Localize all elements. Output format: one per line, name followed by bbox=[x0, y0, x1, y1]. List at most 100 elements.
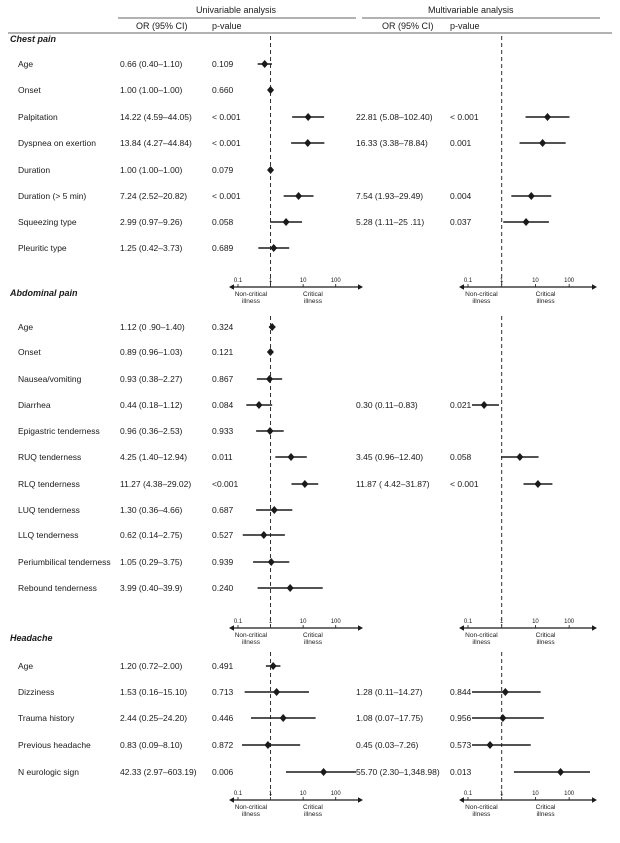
univariable-p-value: 0.121 bbox=[212, 347, 234, 357]
multivariable-p-value: 0.573 bbox=[450, 740, 472, 750]
multivariable-or-ci: 1.08 (0.07–17.75) bbox=[356, 713, 423, 723]
multivariable-tick-label: 100 bbox=[564, 278, 575, 284]
multivariable-tick-label: 1 bbox=[500, 619, 504, 625]
univariable-p-value: 0.446 bbox=[212, 713, 234, 723]
multivariable-p-value: 0.844 bbox=[450, 687, 472, 697]
row-label: Pleuritic type bbox=[18, 243, 67, 253]
univariable-or-ci: 1.00 (1.00–1.00) bbox=[120, 165, 183, 175]
univariable-p-value: 0.109 bbox=[212, 59, 234, 69]
multivariable-p-value: 0.001 bbox=[450, 138, 472, 148]
multivariable-p-value: 0.956 bbox=[450, 713, 472, 723]
multivariable-or-marker bbox=[499, 714, 507, 722]
multivariable-p-value: 0.058 bbox=[450, 452, 472, 462]
univariable-or-marker bbox=[261, 60, 269, 68]
univariable-or-ci: 0.66 (0.40–1.10) bbox=[120, 59, 183, 69]
multivariable-left-label: illness bbox=[472, 639, 491, 646]
multivariable-tick-label: 10 bbox=[532, 791, 539, 797]
multivariable-left-label: illness bbox=[472, 298, 491, 305]
row-label: Previous headache bbox=[18, 740, 91, 750]
univariable-or-marker bbox=[266, 427, 274, 435]
row-label: LLQ tenderness bbox=[18, 530, 78, 540]
univariable-or-ci: 1.25 (0.42–3.73) bbox=[120, 243, 183, 253]
row-label: Trauma history bbox=[18, 713, 75, 723]
univariable-tick-label: 10 bbox=[300, 278, 307, 284]
univariable-left-label: Non-critical bbox=[235, 632, 268, 639]
multivariable-right-label: illness bbox=[537, 639, 556, 646]
multivariable-tick-label: 100 bbox=[564, 619, 575, 625]
univariable-or-ci: 2.44 (0.25–24.20) bbox=[120, 713, 187, 723]
row-label: Age bbox=[18, 322, 33, 332]
row-label: Dyspnea on exertion bbox=[18, 138, 96, 148]
univariable-or-ci: 1.12 (0 .90–1.40) bbox=[120, 322, 185, 332]
univariable-or-marker bbox=[269, 662, 277, 670]
univariable-right-label: illness bbox=[304, 811, 323, 818]
univariable-p-value: 0.006 bbox=[212, 767, 234, 777]
univariable-p-value: 0.324 bbox=[212, 322, 234, 332]
row-label: Periumbilical tenderness bbox=[18, 557, 111, 567]
univariable-or-ci: 1.30 (0.36–4.66) bbox=[120, 505, 183, 515]
multivariable-or-marker bbox=[480, 401, 488, 409]
univariable-or-ci: 0.44 (0.18–1.12) bbox=[120, 400, 183, 410]
univariable-or-marker bbox=[287, 453, 295, 461]
univariable-or-ci: 42.33 (2.97–603.19) bbox=[120, 767, 197, 777]
univariable-or-marker bbox=[267, 166, 275, 174]
multivariable-or-ci: 1.28 (0.11–14.27) bbox=[356, 687, 423, 697]
row-label: RLQ tenderness bbox=[18, 479, 80, 489]
univariable-axis-left-arrow bbox=[229, 625, 234, 631]
multivariable-tick-label: 0.1 bbox=[464, 791, 473, 797]
univariable-left-label: illness bbox=[242, 298, 261, 305]
univariable-p-value: 0.058 bbox=[212, 217, 234, 227]
univariable-axis-left-arrow bbox=[229, 797, 234, 803]
multivariable-p-value: < 0.001 bbox=[450, 112, 479, 122]
univariable-or-marker bbox=[279, 714, 287, 722]
univariable-axis-left-arrow bbox=[229, 284, 234, 290]
section-title: Chest pain bbox=[10, 34, 57, 44]
univariable-p-value: 0.689 bbox=[212, 243, 234, 253]
univariable-tick-label: 1 bbox=[269, 791, 273, 797]
univariable-right-label: Critical bbox=[303, 804, 323, 811]
univariable-or-ci: 0.93 (0.38–2.27) bbox=[120, 374, 183, 384]
row-label: LUQ tenderness bbox=[18, 505, 80, 515]
univariable-or-ci: 0.62 (0.14–2.75) bbox=[120, 530, 183, 540]
univariable-p-value: 0.867 bbox=[212, 374, 234, 384]
multivariable-or-ci: 5.28 (1.11–25 .11) bbox=[356, 217, 424, 227]
univariable-or-ci: 11.27 (4.38–29.02) bbox=[120, 479, 191, 489]
univariable-or-ci: 1.20 (0.72–2.00) bbox=[120, 661, 183, 671]
univariable-tick-label: 0.1 bbox=[234, 278, 243, 284]
multivariable-or-marker bbox=[501, 688, 509, 696]
univariable-p-value: 0.084 bbox=[212, 400, 234, 410]
univariable-or-ci: 0.89 (0.96–1.03) bbox=[120, 347, 183, 357]
univariable-tick-label: 0.1 bbox=[234, 619, 243, 625]
multivariable-tick-label: 1 bbox=[500, 278, 504, 284]
univariable-right-label: Critical bbox=[303, 632, 323, 639]
row-label: Nausea/vomiting bbox=[18, 374, 82, 384]
univariable-p-value: 0.527 bbox=[212, 530, 234, 540]
univariable-p-value: 0.713 bbox=[212, 687, 234, 697]
multivariable-right-label: Critical bbox=[536, 291, 556, 298]
univariable-or-marker bbox=[267, 86, 275, 94]
univariable-or-marker bbox=[270, 506, 278, 514]
univariable-p-header: p-value bbox=[212, 21, 242, 31]
row-label: Rebound tenderness bbox=[18, 583, 97, 593]
multivariable-or-marker bbox=[557, 768, 565, 776]
univariable-or-marker bbox=[266, 348, 274, 356]
univariable-tick-label: 0.1 bbox=[234, 791, 243, 797]
univariable-or-ci: 1.05 (0.29–3.75) bbox=[120, 557, 183, 567]
multivariable-or-ci: 0.45 (0.03–7.26) bbox=[356, 740, 419, 750]
multivariable-right-label: Critical bbox=[536, 804, 556, 811]
row-label: Age bbox=[18, 59, 33, 69]
multivariable-left-label: illness bbox=[472, 811, 491, 818]
multivariable-p-value: 0.013 bbox=[450, 767, 472, 777]
multivariable-or-marker bbox=[534, 480, 542, 488]
multivariable-right-label: Critical bbox=[536, 632, 556, 639]
univariable-or-ci: 0.96 (0.36–2.53) bbox=[120, 426, 183, 436]
univariable-right-label: illness bbox=[304, 639, 323, 646]
univariable-or-ci: 1.00 (1.00–1.00) bbox=[120, 85, 183, 95]
multivariable-left-label: Non-critical bbox=[465, 291, 498, 298]
row-label: Squeezing type bbox=[18, 217, 77, 227]
multivariable-or-ci: 55.70 (2.30–1,348.98) bbox=[356, 767, 440, 777]
univariable-or-marker bbox=[266, 375, 274, 383]
multivariable-tick-label: 0.1 bbox=[464, 278, 473, 284]
row-label: Dizziness bbox=[18, 687, 54, 697]
